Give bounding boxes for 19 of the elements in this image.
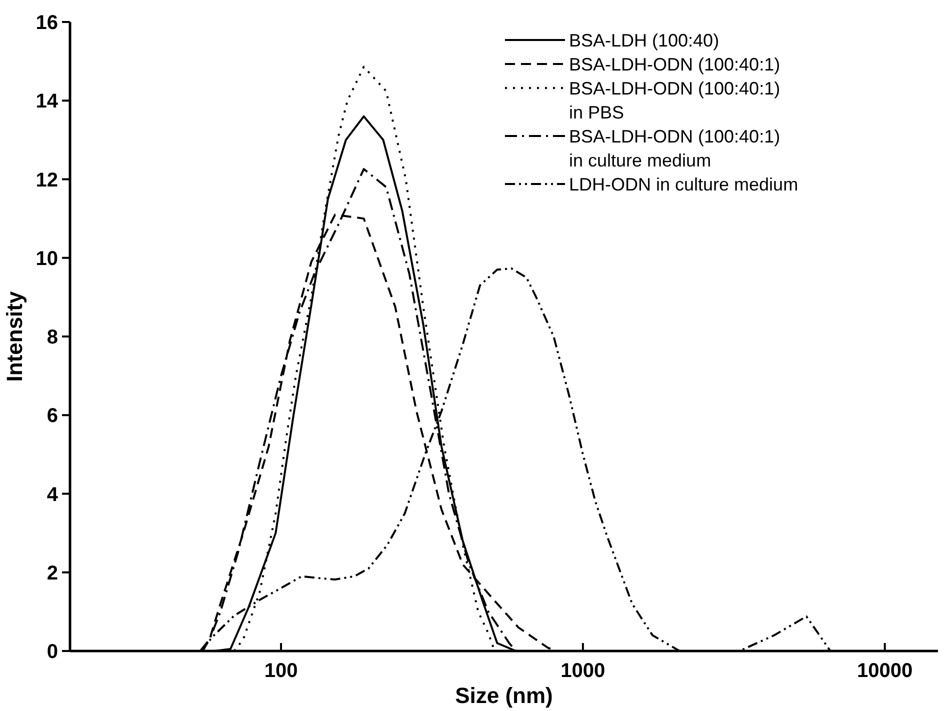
legend-label: BSA-LDH-ODN (100:40:1) in culture medium [569,126,780,170]
legend-label: BSA-LDH (100:40) [569,30,720,50]
legend-label: BSA-LDH-ODN (100:40:1) in PBS [569,78,780,122]
y-tick-label: 6 [46,405,58,428]
y-tick-label: 12 [36,169,58,192]
x-tick-label: 1000 [560,660,606,682]
y-tick-label: 16 [36,12,58,34]
y-tick-label: 2 [46,562,58,584]
y-axis-title: Intensity [2,290,27,382]
legend-label: BSA-LDH-ODN (100:40:1) [569,54,780,74]
x-tick-label: 100 [264,660,298,682]
y-tick-label: 10 [36,248,58,270]
y-tick-label: 8 [46,326,58,348]
y-tick-label: 14 [36,90,59,113]
x-axis-title: Size (nm) [455,683,553,708]
y-tick-label: 4 [46,484,59,506]
legend-label: LDH-ODN in culture medium [569,174,798,194]
x-tick-label: 10000 [857,660,913,682]
y-tick-label: 0 [46,641,58,663]
